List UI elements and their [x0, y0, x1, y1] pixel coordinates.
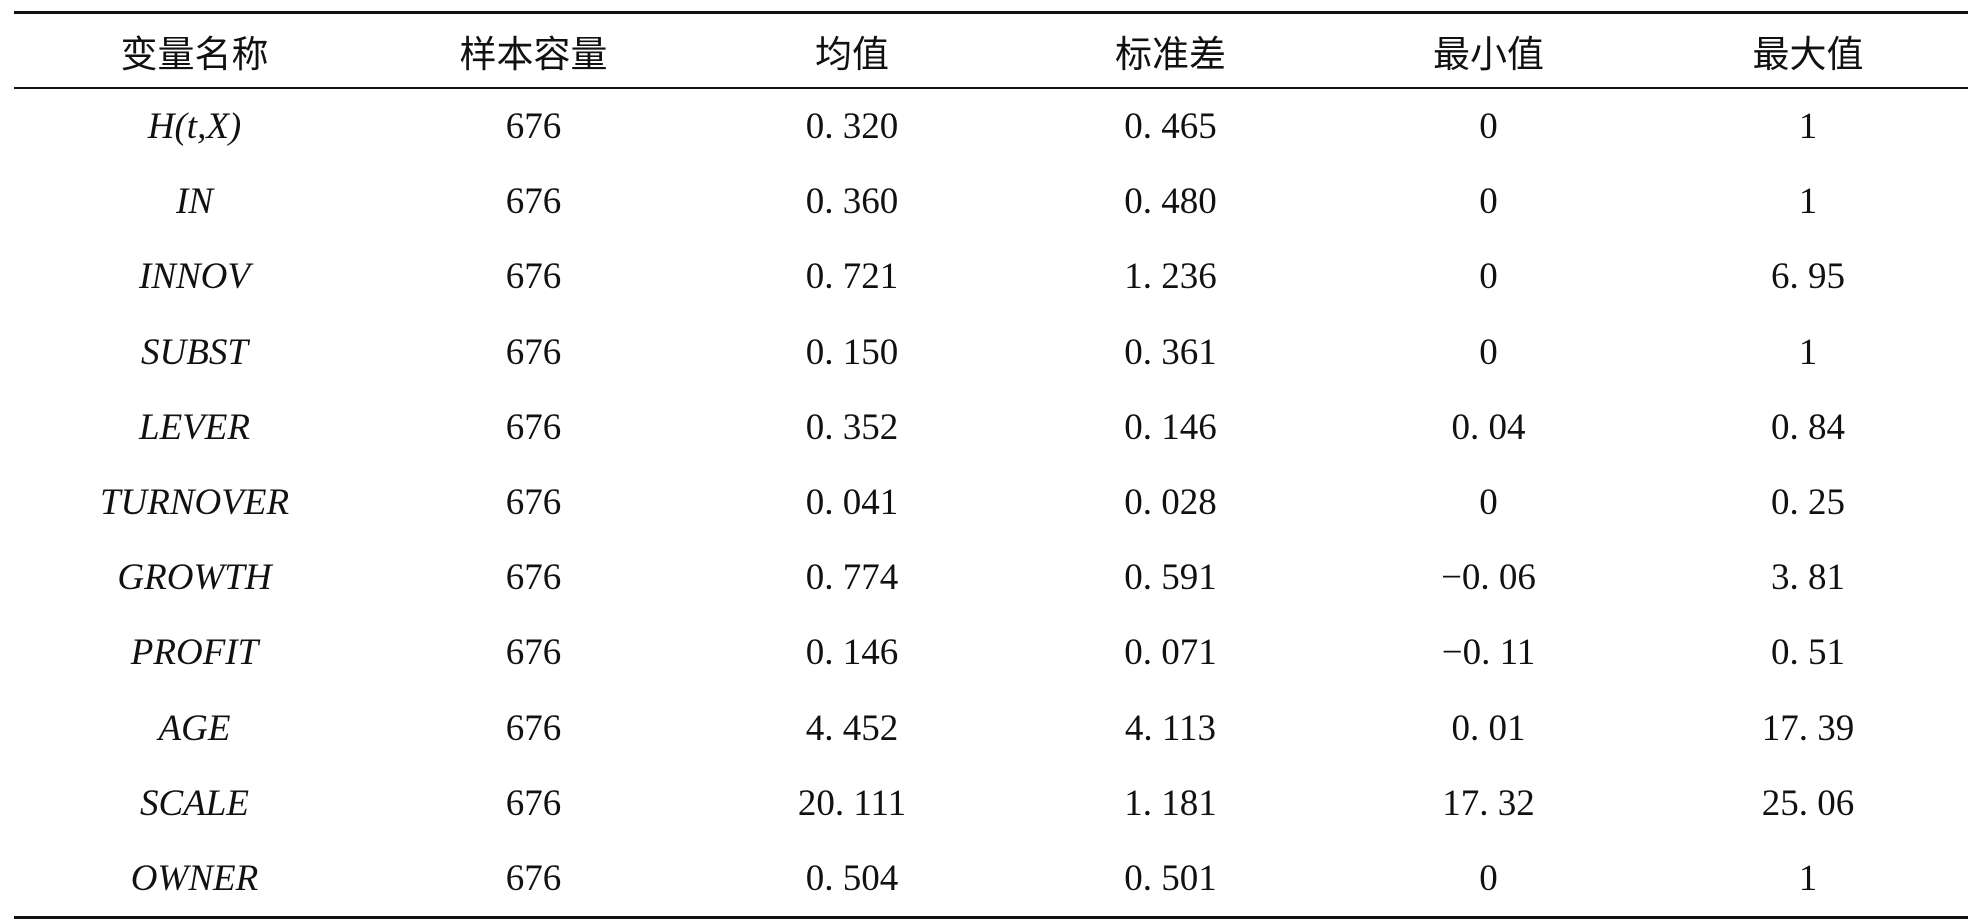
table-row: GROWTH 676 0. 774 0. 591 −0. 06 3. 81: [14, 540, 1968, 615]
cell-std-dev: 0. 071: [1124, 632, 1217, 674]
cell-variable: GROWTH: [117, 557, 272, 599]
cell-mean: 0. 721: [805, 256, 899, 298]
table-body: H(t,X) 676 0. 320 0. 465 0 1 IN 676 0. 3…: [14, 88, 1968, 918]
cell-min: −0. 11: [1441, 632, 1536, 674]
cell-mean: 0. 150: [805, 331, 899, 373]
cell-sample-size: 676: [505, 256, 562, 298]
cell-variable: PROFIT: [130, 632, 259, 674]
cell-min: 0: [1479, 181, 1498, 223]
cell-min: 0: [1479, 256, 1498, 298]
table-row: OWNER 676 0. 504 0. 501 0 1: [14, 841, 1968, 918]
cell-variable: IN: [176, 181, 213, 223]
cell-min: 0: [1479, 106, 1498, 148]
cell-max: 0. 51: [1771, 632, 1845, 674]
cell-sample-size: 676: [505, 106, 562, 148]
cell-std-dev: 1. 181: [1124, 782, 1217, 824]
cell-std-dev: 0. 501: [1124, 857, 1217, 899]
cell-max: 1: [1798, 857, 1818, 899]
header-variable-name: 变量名称: [120, 32, 269, 76]
cell-variable: H(t,X): [147, 106, 242, 148]
cell-min: −0. 06: [1441, 557, 1536, 599]
cell-mean: 20. 111: [797, 782, 907, 824]
cell-sample-size: 676: [505, 331, 562, 373]
table-row: SUBST 676 0. 150 0. 361 0 1: [14, 315, 1968, 390]
cell-std-dev: 0. 480: [1124, 181, 1217, 223]
cell-std-dev: 0. 361: [1124, 331, 1217, 373]
cell-mean: 0. 146: [805, 632, 899, 674]
cell-variable: OWNER: [130, 857, 259, 899]
descriptive-statistics-table-container: 变量名称 样本容量 均值 标准差 最小值 最大值 H(t,X) 676 0. 3…: [14, 11, 1968, 919]
header-sample-size: 样本容量: [459, 32, 608, 76]
cell-mean: 0. 504: [805, 857, 899, 899]
cell-variable: TURNOVER: [99, 482, 290, 524]
cell-mean: 0. 352: [805, 406, 899, 448]
table-row: H(t,X) 676 0. 320 0. 465 0 1: [14, 88, 1968, 164]
cell-mean: 0. 041: [805, 482, 899, 524]
cell-min: 0. 01: [1451, 707, 1526, 749]
cell-mean: 0. 320: [805, 106, 899, 148]
cell-std-dev: 0. 028: [1124, 482, 1217, 524]
header-row: 变量名称 样本容量 均值 标准差 最小值 最大值: [14, 12, 1968, 88]
cell-variable: SCALE: [140, 782, 249, 824]
cell-mean: 0. 774: [805, 557, 899, 599]
cell-max: 1: [1798, 331, 1818, 373]
cell-max: 1: [1798, 106, 1818, 148]
table-row: IN 676 0. 360 0. 480 0 1: [14, 164, 1968, 239]
cell-sample-size: 676: [505, 482, 562, 524]
cell-sample-size: 676: [505, 782, 562, 824]
table-row: TURNOVER 676 0. 041 0. 028 0 0. 25: [14, 465, 1968, 540]
cell-min: 0: [1479, 857, 1498, 899]
table-row: SCALE 676 20. 111 1. 181 17. 32 25. 06: [14, 766, 1968, 841]
table-row: INNOV 676 0. 721 1. 236 0 6. 95: [14, 239, 1968, 314]
table-row: LEVER 676 0. 352 0. 146 0. 04 0. 84: [14, 390, 1968, 465]
descriptive-statistics-table: 变量名称 样本容量 均值 标准差 最小值 最大值 H(t,X) 676 0. 3…: [14, 11, 1968, 919]
cell-variable: SUBST: [141, 331, 248, 373]
header-mean: 均值: [815, 32, 889, 76]
cell-min: 0: [1479, 482, 1498, 524]
cell-sample-size: 676: [505, 857, 562, 899]
cell-mean: 0. 360: [805, 181, 899, 223]
cell-sample-size: 676: [505, 632, 562, 674]
header-std-dev: 标准差: [1115, 32, 1226, 76]
cell-variable: INNOV: [139, 256, 250, 298]
cell-std-dev: 0. 465: [1124, 106, 1217, 148]
cell-sample-size: 676: [505, 557, 562, 599]
cell-sample-size: 676: [505, 181, 562, 223]
table-row: PROFIT 676 0. 146 0. 071 −0. 11 0. 51: [14, 615, 1968, 690]
table-row: AGE 676 4. 452 4. 113 0. 01 17. 39: [14, 691, 1968, 766]
cell-min: 0. 04: [1451, 406, 1526, 448]
table-header: 变量名称 样本容量 均值 标准差 最小值 最大值: [14, 12, 1968, 88]
cell-std-dev: 4. 113: [1124, 707, 1217, 749]
cell-std-dev: 0. 146: [1124, 406, 1217, 448]
cell-max: 25. 06: [1761, 782, 1855, 824]
cell-mean: 4. 452: [805, 707, 899, 749]
header-max: 最大值: [1752, 32, 1864, 76]
cell-max: 0. 25: [1771, 482, 1845, 524]
cell-std-dev: 0. 591: [1124, 557, 1217, 599]
cell-sample-size: 676: [505, 707, 562, 749]
cell-max: 0. 84: [1771, 406, 1845, 448]
cell-variable: LEVER: [139, 406, 250, 448]
cell-std-dev: 1. 236: [1124, 256, 1217, 298]
cell-variable: AGE: [158, 707, 231, 749]
cell-sample-size: 676: [505, 406, 562, 448]
cell-max: 1: [1798, 181, 1818, 223]
cell-min: 17. 32: [1442, 782, 1535, 824]
cell-max: 17. 39: [1761, 707, 1855, 749]
header-min: 最小值: [1433, 32, 1544, 76]
cell-min: 0: [1479, 331, 1498, 373]
cell-max: 6. 95: [1771, 256, 1845, 298]
cell-max: 3. 81: [1771, 557, 1845, 599]
